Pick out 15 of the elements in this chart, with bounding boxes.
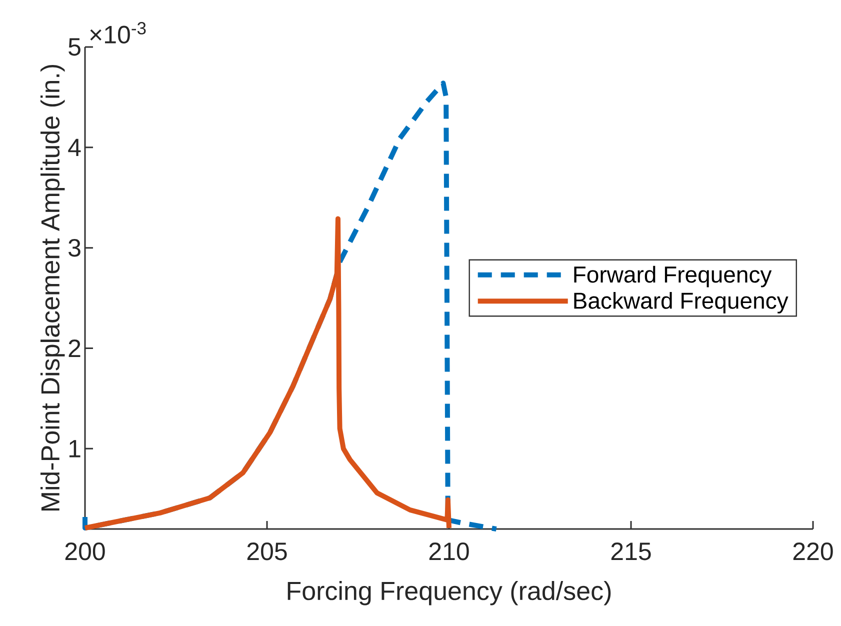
text: ×10$^{-3}$	[90, 22, 146, 44]
x-tick-label: 215	[611, 542, 651, 560]
y-tick-label: 4	[68, 138, 81, 156]
x-tick-label: 205	[247, 542, 287, 560]
y-tick-label: 3	[68, 238, 80, 257]
x-tick-label: 210	[429, 542, 469, 560]
y-axis-title: Mid-Point Displacement Amplitude (in.)	[40, 65, 65, 511]
legend-label: Forward Frequency	[574, 266, 772, 288]
legend-label: Backward Frequency	[574, 292, 788, 314]
y-tick-label: 5	[68, 38, 80, 56]
y-tick-label: 1	[69, 440, 80, 458]
y-tick-label: 2	[68, 340, 80, 357]
x-axis-title: Forcing Frequency (rad/sec)	[288, 581, 611, 606]
x-tick-label: 200	[65, 542, 105, 560]
x-tick-label: 220	[793, 542, 833, 560]
